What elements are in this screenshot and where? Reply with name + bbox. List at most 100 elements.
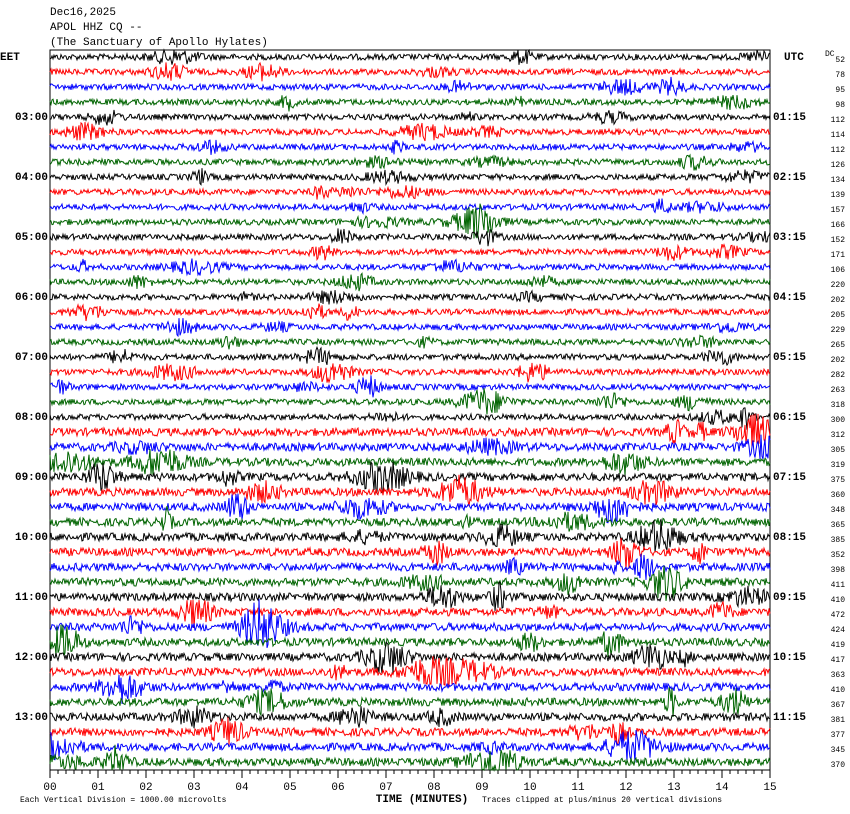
dc-value: 410	[831, 686, 846, 695]
trace	[49, 474, 771, 507]
trace	[49, 203, 771, 239]
dc-value: 367	[831, 701, 846, 710]
trace	[49, 243, 771, 261]
trace	[49, 109, 771, 126]
trace	[49, 717, 771, 747]
trace	[49, 318, 771, 338]
trace	[49, 303, 771, 322]
right-time-label: 07:15	[773, 472, 806, 484]
dc-value: 300	[831, 416, 846, 425]
dc-value: 263	[831, 386, 846, 395]
x-tick-label: 03	[187, 782, 200, 794]
left-time-label: 11:00	[15, 592, 48, 604]
dc-value: 282	[831, 371, 846, 380]
dc-value: 114	[831, 131, 846, 140]
dc-value: 360	[831, 491, 846, 500]
trace	[49, 289, 771, 305]
left-time-label: 12:00	[15, 652, 48, 664]
trace	[49, 76, 771, 97]
trace	[49, 95, 771, 112]
dc-value: 78	[835, 71, 845, 80]
dc-value: 171	[831, 251, 846, 260]
trace	[49, 121, 771, 142]
trace	[49, 139, 771, 155]
trace	[49, 228, 771, 247]
trace	[49, 413, 771, 448]
right-time-label: 11:15	[773, 712, 806, 724]
x-tick-label: 11	[571, 782, 585, 794]
right-time-label: 03:15	[773, 232, 806, 244]
trace	[49, 674, 771, 704]
dc-value: 352	[831, 551, 846, 560]
dc-value: 370	[831, 761, 846, 770]
dc-value: 377	[831, 731, 846, 740]
x-tick-label: 13	[667, 782, 680, 794]
dc-value: 229	[831, 326, 846, 335]
trace	[49, 538, 771, 570]
x-tick-label: 04	[235, 782, 249, 794]
dc-value: 424	[831, 626, 846, 635]
dc-value: 265	[831, 341, 846, 350]
dc-value: 411	[831, 581, 846, 590]
x-tick-label: 06	[331, 782, 344, 794]
trace	[49, 185, 771, 200]
site: (The Sanctuary of Apollo Hylates)	[50, 37, 268, 49]
right-time-label: 09:15	[773, 592, 806, 604]
trace	[49, 461, 771, 496]
trace	[49, 362, 771, 384]
x-tick-label: 02	[139, 782, 152, 794]
right-time-label: 05:15	[773, 352, 806, 364]
trace	[49, 705, 771, 729]
dc-label: DC	[825, 50, 835, 59]
dc-value: 381	[831, 716, 846, 725]
x-tick-label: 08	[427, 782, 440, 794]
dc-value: 385	[831, 536, 846, 545]
dc-value: 157	[831, 206, 846, 215]
dc-value: 417	[831, 656, 846, 665]
dc-value: 112	[831, 116, 846, 125]
dc-value: 152	[831, 236, 846, 245]
trace	[49, 624, 771, 658]
left-time-label: 08:00	[15, 412, 48, 424]
x-tick-label: 01	[91, 782, 105, 794]
trace	[49, 48, 771, 65]
trace	[49, 434, 771, 460]
station: APOL HHZ CQ --	[50, 22, 142, 34]
traces	[49, 48, 771, 772]
dc-value: 419	[831, 641, 846, 650]
dc-value: 365	[831, 521, 846, 530]
trace	[49, 519, 771, 553]
left-time-label: 07:00	[15, 352, 48, 364]
trace	[49, 272, 771, 292]
trace	[49, 599, 771, 629]
trace	[49, 493, 771, 524]
left-time-label: 13:00	[15, 712, 48, 724]
dc-value: 126	[831, 161, 846, 170]
scale-note: Each Vertical Division = 1000.00 microvo…	[20, 796, 227, 805]
dc-value: 312	[831, 431, 846, 440]
trace	[49, 598, 771, 649]
dc-value: 139	[831, 191, 846, 200]
clip-note: Traces clipped at plus/minus 20 vertical…	[482, 796, 722, 805]
x-tick-label: 09	[475, 782, 488, 794]
x-axis-label: TIME (MINUTES)	[376, 794, 468, 806]
trace	[49, 505, 771, 532]
x-tick-label: 14	[715, 782, 729, 794]
x-tick-label: 07	[379, 782, 392, 794]
trace	[49, 61, 771, 82]
right-time-label: 10:15	[773, 652, 806, 664]
right-time-label: 08:15	[773, 532, 806, 544]
dc-value: 375	[831, 476, 846, 485]
trace	[49, 168, 771, 186]
left-time-label: 04:00	[15, 172, 48, 184]
dc-value: 220	[831, 281, 846, 290]
left-zone: EET	[0, 52, 20, 64]
right-zone: UTC	[784, 52, 804, 64]
left-time-label: 10:00	[15, 532, 48, 544]
trace	[49, 581, 771, 611]
trace	[49, 375, 771, 398]
trace	[49, 656, 771, 688]
trace	[49, 565, 771, 601]
